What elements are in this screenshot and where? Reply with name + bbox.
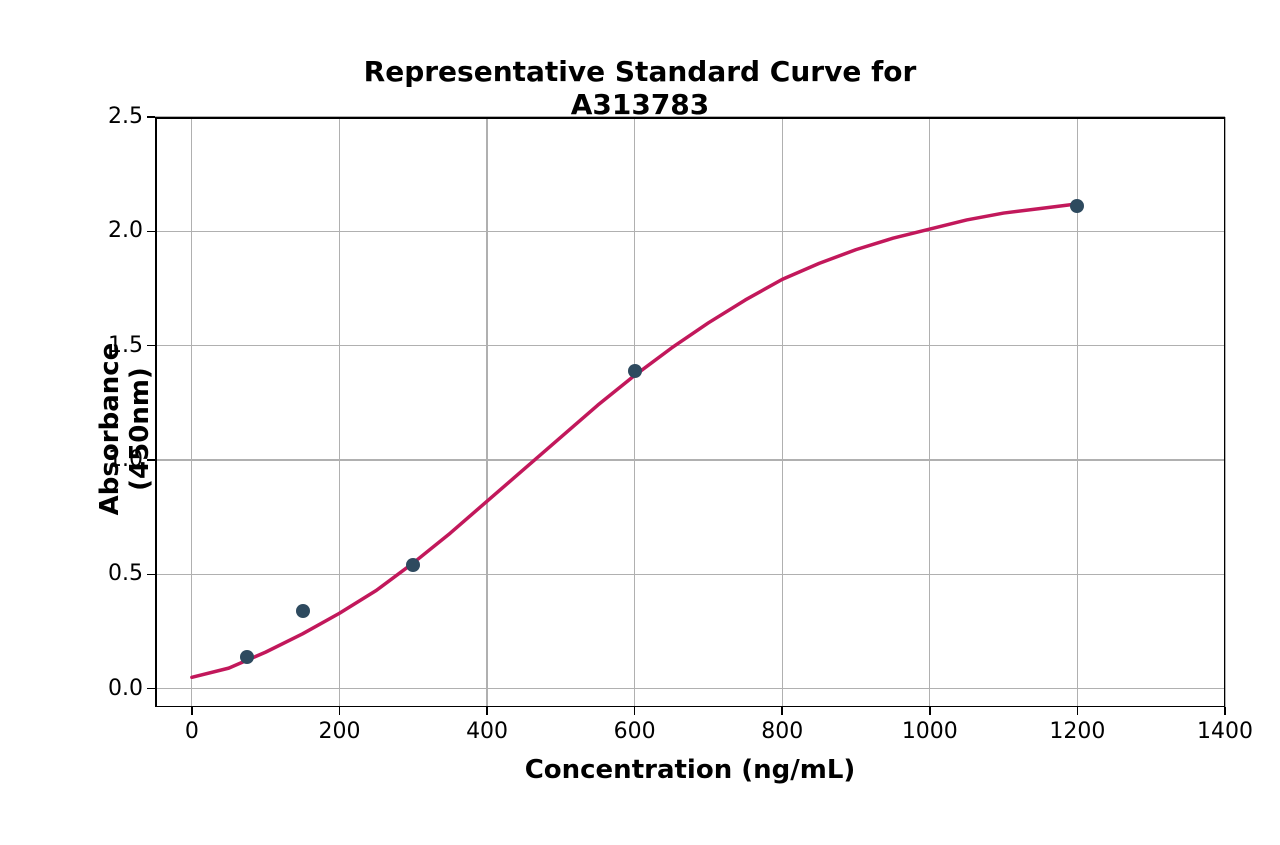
x-tick-mark bbox=[634, 707, 636, 715]
data-point bbox=[628, 364, 642, 378]
y-axis-label: Absorbance (450nm) bbox=[95, 279, 155, 579]
axis-spine-left bbox=[155, 117, 157, 707]
data-point bbox=[296, 604, 310, 618]
y-tick-mark bbox=[147, 688, 155, 690]
axis-spine-top bbox=[155, 117, 1225, 119]
x-tick-label: 0 bbox=[152, 719, 232, 744]
y-tick-label: 0.5 bbox=[95, 561, 143, 586]
y-tick-label: 2.0 bbox=[95, 218, 143, 243]
x-tick-label: 800 bbox=[742, 719, 822, 744]
data-point bbox=[406, 558, 420, 572]
grid-line-horizontal bbox=[155, 574, 1225, 575]
x-tick-mark bbox=[191, 707, 193, 715]
x-tick-mark bbox=[1077, 707, 1079, 715]
grid-line-horizontal bbox=[155, 459, 1225, 460]
grid-line-horizontal bbox=[155, 688, 1225, 689]
y-tick-label: 2.5 bbox=[95, 104, 143, 129]
grid-line-vertical bbox=[191, 117, 192, 707]
y-tick-label: 0.0 bbox=[95, 676, 143, 701]
data-point bbox=[240, 650, 254, 664]
x-tick-label: 1200 bbox=[1037, 719, 1117, 744]
grid-line-vertical bbox=[339, 117, 340, 707]
x-tick-mark bbox=[339, 707, 341, 715]
grid-line-vertical bbox=[486, 117, 487, 707]
x-tick-mark bbox=[781, 707, 783, 715]
chart-container: Representative Standard Curve for A31378… bbox=[0, 0, 1280, 845]
grid-line-horizontal bbox=[155, 231, 1225, 232]
x-tick-label: 600 bbox=[595, 719, 675, 744]
grid-line-vertical bbox=[634, 117, 635, 707]
y-tick-mark bbox=[147, 116, 155, 118]
x-tick-mark bbox=[1224, 707, 1226, 715]
chart-title: Representative Standard Curve for A31378… bbox=[320, 55, 960, 121]
plot-area bbox=[155, 117, 1225, 707]
x-axis-label: Concentration (ng/mL) bbox=[490, 755, 890, 785]
x-tick-label: 1000 bbox=[890, 719, 970, 744]
x-tick-mark bbox=[486, 707, 488, 715]
axis-spine-bottom bbox=[155, 706, 1225, 708]
y-tick-mark bbox=[147, 231, 155, 233]
y-tick-mark bbox=[147, 345, 155, 347]
data-point bbox=[1070, 199, 1084, 213]
grid-line-vertical bbox=[782, 117, 783, 707]
y-tick-mark bbox=[147, 574, 155, 576]
x-tick-label: 1400 bbox=[1185, 719, 1265, 744]
x-tick-mark bbox=[929, 707, 931, 715]
grid-line-horizontal bbox=[155, 345, 1225, 346]
y-tick-label: 1.5 bbox=[95, 333, 143, 358]
y-tick-label: 1.0 bbox=[95, 447, 143, 472]
x-tick-label: 200 bbox=[299, 719, 379, 744]
x-tick-label: 400 bbox=[447, 719, 527, 744]
grid-line-vertical bbox=[929, 117, 930, 707]
axis-spine-right bbox=[1224, 117, 1226, 707]
y-tick-mark bbox=[147, 459, 155, 461]
